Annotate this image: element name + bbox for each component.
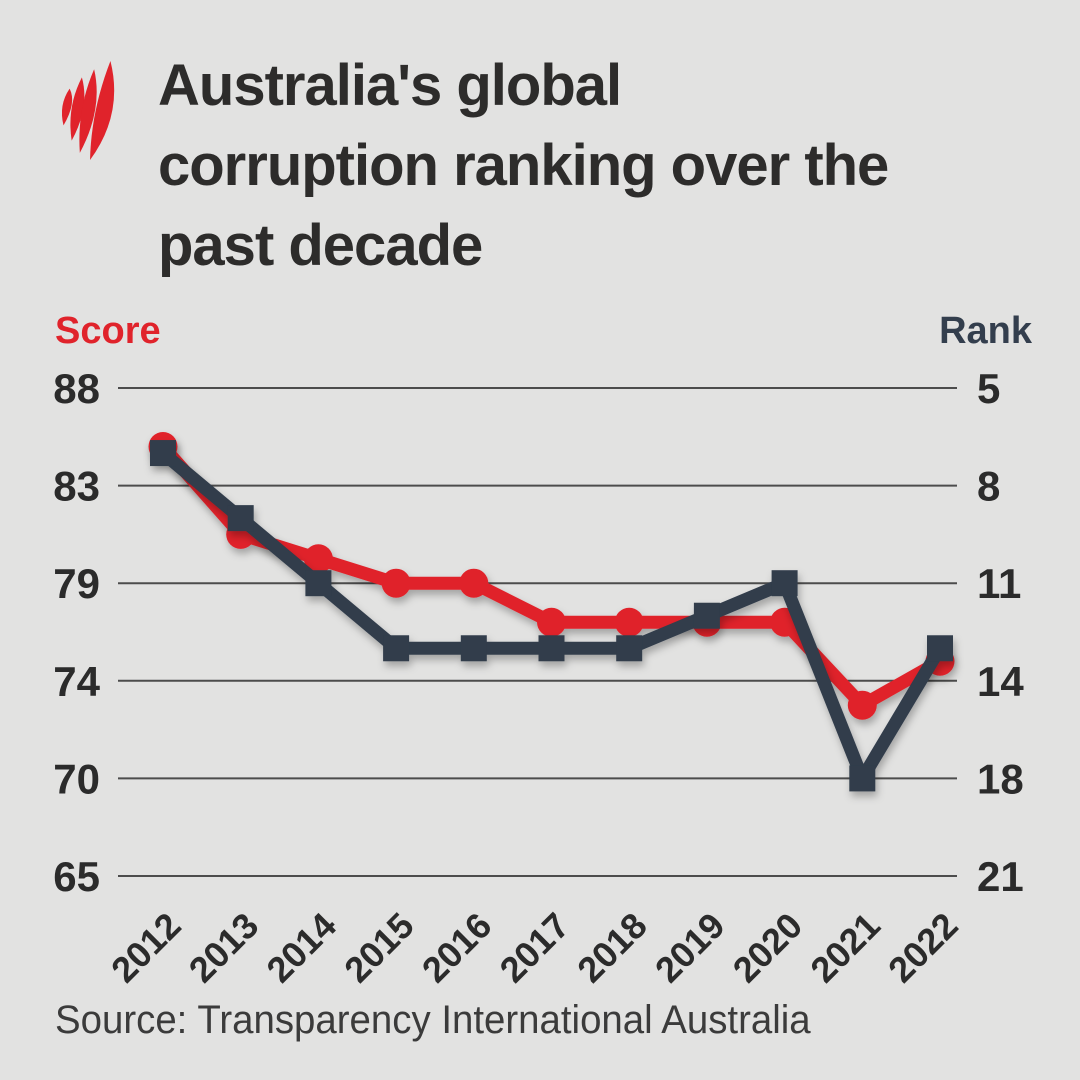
x-axis-year-label: 2018 xyxy=(569,905,655,991)
score-point-marker xyxy=(303,544,333,574)
x-axis-year-label: 2022 xyxy=(880,905,966,991)
x-axis-year-label: 2015 xyxy=(336,905,422,991)
left-axis-tick-label: 65 xyxy=(53,853,100,900)
rank-point-marker xyxy=(927,635,953,662)
title-line-1: Australia's global xyxy=(158,53,622,118)
rank-point-marker xyxy=(693,602,720,629)
left-axis-tick-label: 79 xyxy=(53,560,100,607)
x-axis-year-label: 2013 xyxy=(181,905,267,991)
left-axis-tick-label: 88 xyxy=(53,365,100,412)
rank-point-marker xyxy=(771,570,798,597)
x-axis-year-label: 2019 xyxy=(647,905,733,991)
score-series xyxy=(148,432,955,720)
rank-point-marker xyxy=(460,635,487,662)
right-axis-tick-label: 11 xyxy=(977,560,1021,607)
rank-point-marker xyxy=(616,635,643,662)
right-axis-tick-label: 5 xyxy=(977,365,1000,412)
rank-point-marker xyxy=(150,440,176,467)
title-line-2: corruption ranking over the xyxy=(158,133,889,198)
left-axis-title: Score xyxy=(55,310,161,352)
grid-layer xyxy=(118,387,957,877)
sbs-logo xyxy=(61,61,115,160)
right-axis-tick-label: 21 xyxy=(977,853,1024,900)
rank-point-marker xyxy=(227,505,254,532)
page-title: Australia's global corruption ranking ov… xyxy=(158,46,1048,286)
score-point-marker xyxy=(459,568,489,598)
sbs-mercator-ribbons xyxy=(61,61,115,160)
x-axis-year-label: 2020 xyxy=(725,905,811,991)
title-line-3: past decade xyxy=(158,213,483,278)
rank-point-marker xyxy=(538,635,565,662)
x-axis-year-label: 2012 xyxy=(103,905,189,991)
right-axis-tick-label: 8 xyxy=(977,463,1000,510)
left-axis-tick-label: 70 xyxy=(53,755,100,802)
series-layer xyxy=(148,432,955,792)
right-axis-tick-label: 18 xyxy=(977,755,1024,802)
right-axis-title: Rank xyxy=(939,310,1032,352)
x-axis-year-label: 2016 xyxy=(414,905,500,991)
score-point-marker xyxy=(537,607,566,637)
left-axis-tick-label: 83 xyxy=(53,463,100,510)
rank-point-marker xyxy=(305,570,332,597)
x-axis-year-label: 2017 xyxy=(492,905,578,991)
left-axis-tick-label: 74 xyxy=(53,658,100,705)
rank-point-marker xyxy=(849,765,876,792)
score-point-marker xyxy=(381,568,411,598)
score-point-marker xyxy=(847,690,877,720)
source-credit: Source: Transparency International Austr… xyxy=(55,998,811,1042)
x-axis-year-label: 2021 xyxy=(802,905,888,991)
rank-point-marker xyxy=(383,635,410,662)
rank-series xyxy=(150,440,953,792)
right-axis-tick-label: 14 xyxy=(977,658,1024,705)
x-axis-year-label: 2014 xyxy=(258,905,344,991)
score-point-marker xyxy=(614,607,644,637)
